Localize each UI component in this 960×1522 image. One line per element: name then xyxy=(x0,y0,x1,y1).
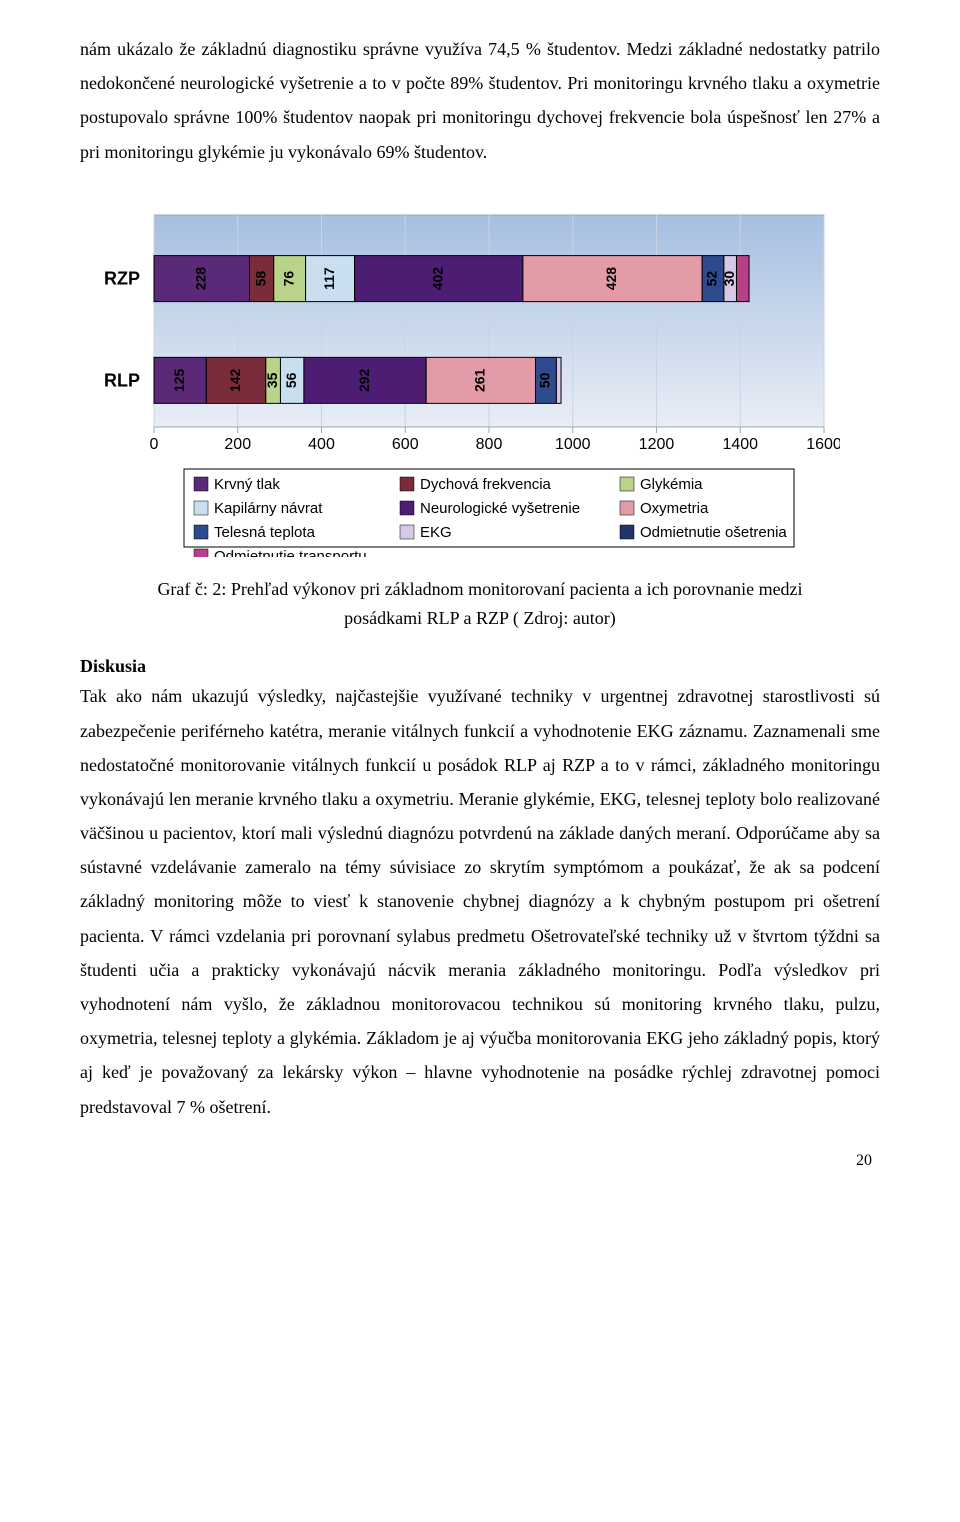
svg-text:292: 292 xyxy=(356,368,372,392)
svg-text:Odmietnutie ošetrenia: Odmietnutie ošetrenia xyxy=(640,524,787,541)
svg-text:Neurologické vyšetrenie: Neurologické vyšetrenie xyxy=(420,500,580,517)
intro-paragraph: nám ukázalo že základnú diagnostiku sprá… xyxy=(80,32,880,169)
svg-text:Glykémia: Glykémia xyxy=(640,476,703,493)
discussion-heading: Diskusia xyxy=(80,656,880,677)
svg-text:402: 402 xyxy=(429,266,445,290)
svg-text:200: 200 xyxy=(224,436,251,453)
stacked-bar-chart: 0 200 400 600 800 1000 1200 1400 1600 RZP 228 58 76 1… xyxy=(80,197,840,557)
svg-text:52: 52 xyxy=(704,270,720,286)
svg-text:56: 56 xyxy=(283,372,299,388)
page-number: 20 xyxy=(80,1152,880,1170)
svg-text:35: 35 xyxy=(264,372,280,388)
caption-line1: Graf č: 2: Prehľad výkonov pri základnom… xyxy=(157,579,802,599)
svg-text:Dychová frekvencia: Dychová frekvencia xyxy=(420,476,552,493)
discussion-body: Tak ako nám ukazujú výsledky, najčastejš… xyxy=(80,679,880,1123)
svg-text:142: 142 xyxy=(227,368,243,392)
svg-text:0: 0 xyxy=(150,436,159,453)
svg-text:58: 58 xyxy=(252,270,268,286)
svg-text:Telesná teplota: Telesná teplota xyxy=(214,524,316,541)
svg-text:600: 600 xyxy=(392,436,419,453)
page: nám ukázalo že základnú diagnostiku sprá… xyxy=(0,0,960,1210)
svg-text:Kapilárny návrat: Kapilárny návrat xyxy=(214,500,323,517)
svg-text:1600: 1600 xyxy=(806,436,840,453)
caption-line2: posádkami RLP a RZP ( Zdroj: autor) xyxy=(344,608,616,628)
svg-text:1400: 1400 xyxy=(722,436,758,453)
svg-text:50: 50 xyxy=(537,372,553,388)
svg-text:30: 30 xyxy=(721,270,737,286)
svg-text:428: 428 xyxy=(603,266,619,290)
svg-text:261: 261 xyxy=(472,368,488,392)
svg-text:228: 228 xyxy=(192,266,208,290)
svg-text:Odmietnutie transportu: Odmietnutie transportu xyxy=(214,548,367,557)
chart-figure: 0 200 400 600 800 1000 1200 1400 1600 RZP 228 58 76 1… xyxy=(80,197,880,557)
svg-text:125: 125 xyxy=(171,368,187,392)
chart-caption: Graf č: 2: Prehľad výkonov pri základnom… xyxy=(80,575,880,633)
svg-text:800: 800 xyxy=(476,436,503,453)
svg-text:1000: 1000 xyxy=(555,436,591,453)
svg-text:RZP: RZP xyxy=(104,268,140,288)
svg-text:1200: 1200 xyxy=(639,436,675,453)
svg-text:Krvný tlak: Krvný tlak xyxy=(214,476,280,493)
svg-text:Oxymetria: Oxymetria xyxy=(640,500,709,517)
svg-text:EKG: EKG xyxy=(420,524,452,541)
svg-text:RLP: RLP xyxy=(104,370,140,390)
svg-text:117: 117 xyxy=(321,267,337,290)
svg-text:76: 76 xyxy=(280,270,296,286)
svg-text:400: 400 xyxy=(308,436,335,453)
